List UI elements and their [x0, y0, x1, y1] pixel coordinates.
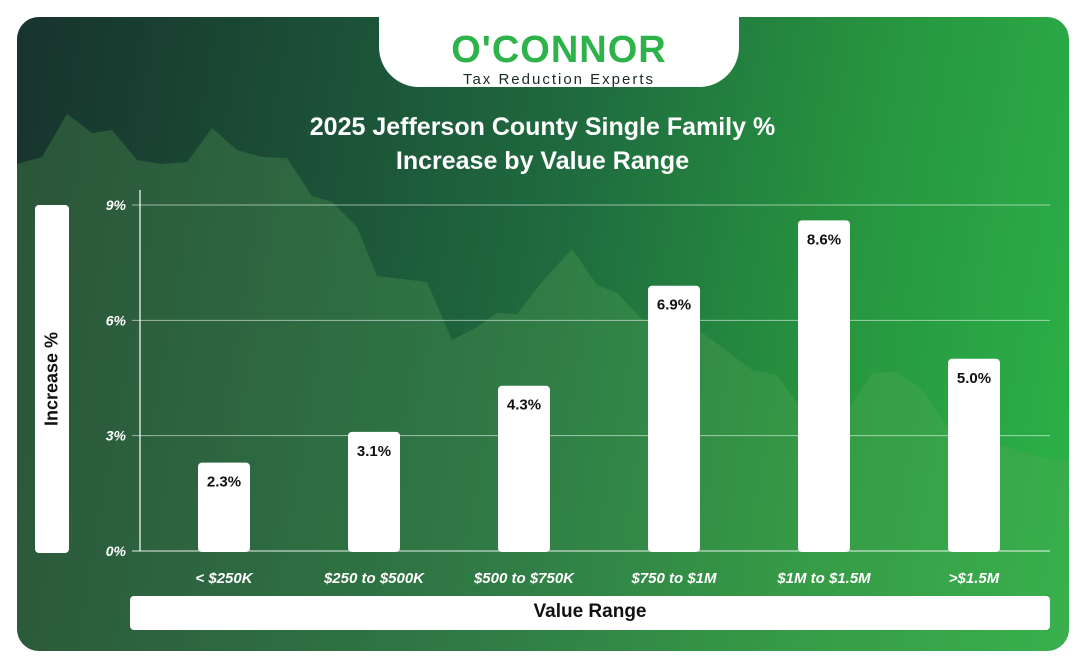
x-tick-label: $500 to $750K	[473, 570, 575, 587]
logo-tab: O'CONNOR Tax Reduction Experts	[379, 17, 739, 88]
bar-data-label: 5.0%	[957, 370, 991, 387]
y-tick-label: 0%	[106, 543, 127, 559]
x-tick-label: < $250K	[195, 570, 253, 587]
x-axis-label: Value Range	[533, 601, 647, 622]
chart-title: 2025 Jefferson County Single Family % In…	[0, 110, 1085, 178]
chart-title-line1: 2025 Jefferson County Single Family %	[309, 113, 776, 141]
chart-title-line2: Increase by Value Range	[395, 147, 690, 175]
bar	[648, 285, 700, 552]
bar-data-label: 4.3%	[507, 397, 541, 414]
x-tick-label: $250 to $500K	[323, 570, 425, 587]
y-axis-label-box	[35, 205, 69, 553]
y-tick-label: 3%	[106, 428, 127, 444]
y-tick-label: 9%	[106, 197, 127, 213]
x-tick-label: $1M to $1.5M	[776, 570, 871, 587]
bar	[798, 220, 850, 552]
bar-data-label: 2.3%	[207, 474, 241, 491]
y-tick-label: 6%	[106, 312, 127, 328]
bar	[498, 385, 550, 552]
x-axis-label-box	[130, 596, 1050, 630]
logo: O'CONNOR	[451, 29, 667, 71]
bar-data-label: 8.6%	[807, 231, 841, 248]
x-tick-label: >$1.5M	[949, 570, 1000, 587]
bar-data-label: 3.1%	[357, 443, 391, 460]
bar-data-label: 6.9%	[657, 297, 691, 314]
bar	[948, 358, 1000, 552]
bar	[348, 431, 400, 552]
x-tick-label: $750 to $1M	[630, 570, 717, 587]
logo-tagline: Tax Reduction Experts	[462, 71, 656, 88]
bar	[198, 462, 250, 552]
